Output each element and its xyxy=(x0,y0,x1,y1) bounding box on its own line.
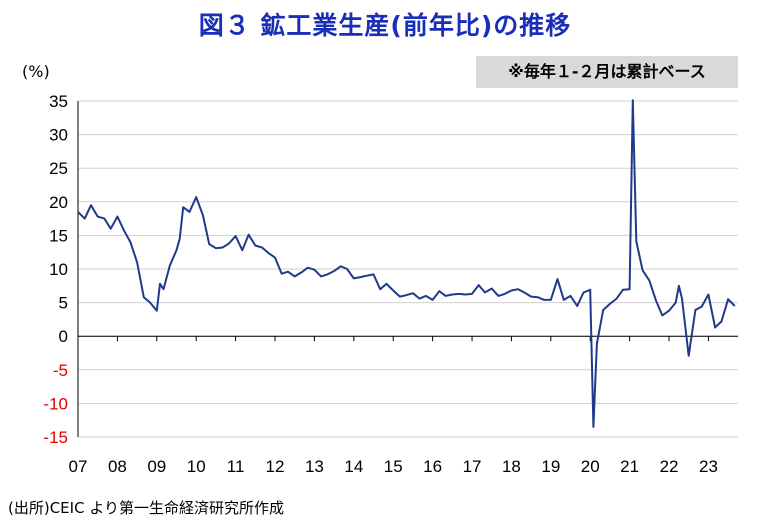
x-tick-label: 12 xyxy=(266,457,285,476)
x-tick-label: 13 xyxy=(305,457,324,476)
x-tick-label: 20 xyxy=(581,457,600,476)
x-tick-label: 15 xyxy=(384,457,403,476)
x-tick-label: 17 xyxy=(463,457,482,476)
note-box: ※毎年１-２月は累計ベース xyxy=(476,56,738,88)
x-tick-label: 16 xyxy=(423,457,442,476)
x-tick-label: 14 xyxy=(344,457,363,476)
x-tick-label: 10 xyxy=(187,457,206,476)
chart-title: 図３ 鉱工業生産(前年比)の推移 xyxy=(198,11,572,40)
x-tick-label: 11 xyxy=(227,457,245,476)
x-tick-label: 09 xyxy=(147,457,166,476)
y-tick-label: 30 xyxy=(49,126,68,145)
x-tick-label: 07 xyxy=(69,457,88,476)
y-tick-label: -10 xyxy=(43,394,68,413)
y-tick-label: 0 xyxy=(59,327,68,346)
x-tick-label: 23 xyxy=(699,457,718,476)
y-tick-label: 10 xyxy=(49,260,68,279)
series-line xyxy=(77,99,736,428)
y-axis-unit: (%) xyxy=(22,62,50,81)
y-tick-label: 15 xyxy=(49,226,68,245)
x-tick-label: 21 xyxy=(620,457,639,476)
y-tick-label: -5 xyxy=(53,361,68,380)
y-tick-label: 35 xyxy=(49,92,68,111)
y-tick-label: 5 xyxy=(59,294,68,313)
y-tick-label: -15 xyxy=(43,428,68,447)
source-note: (出所)CEIC より第一生命経済研究所作成 xyxy=(8,499,285,517)
x-tick-label: 18 xyxy=(502,457,521,476)
y-tick-label: 20 xyxy=(49,193,68,212)
x-tick-label: 22 xyxy=(660,457,679,476)
x-tick-label: 19 xyxy=(541,457,560,476)
x-tick-label: 08 xyxy=(108,457,127,476)
y-tick-label: 25 xyxy=(49,159,68,178)
